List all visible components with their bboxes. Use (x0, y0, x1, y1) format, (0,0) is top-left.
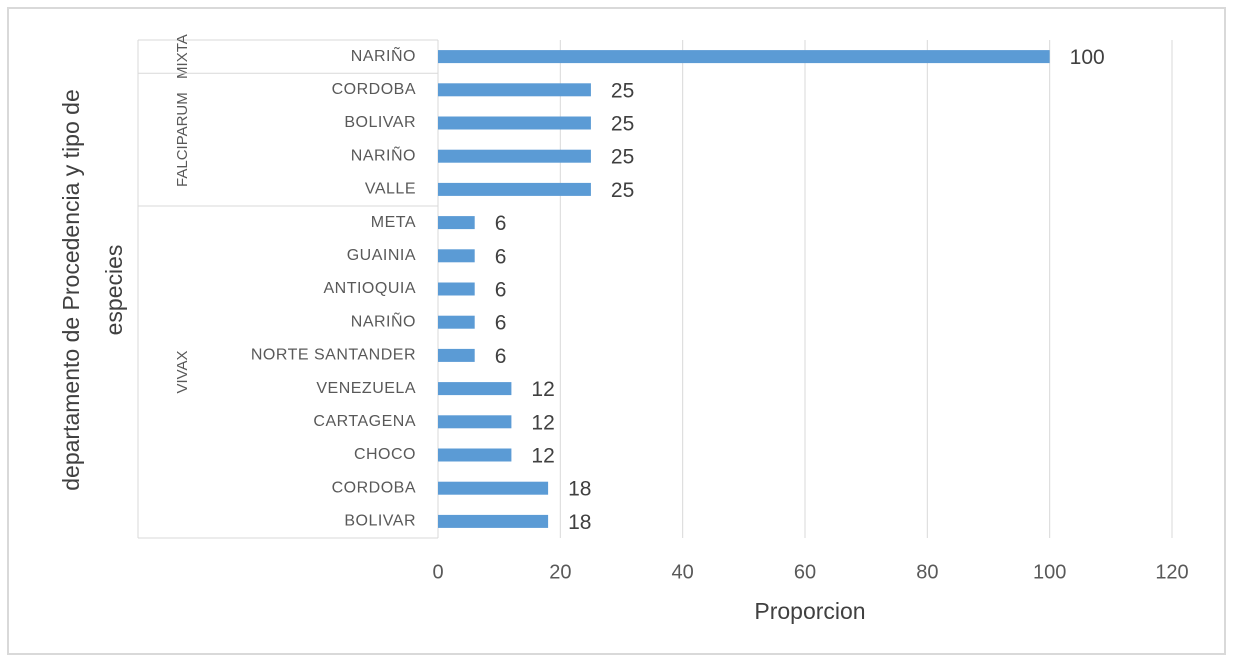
bar (438, 216, 475, 230)
bar (438, 315, 475, 329)
group-label: MIXTA (174, 34, 191, 79)
data-label: 18 (568, 511, 591, 534)
data-label: 25 (611, 179, 634, 202)
data-label: 12 (531, 445, 554, 468)
bar (438, 182, 591, 196)
data-label: 25 (611, 79, 634, 102)
data-label: 12 (531, 378, 554, 401)
bar (438, 415, 512, 429)
x-tick-label: 60 (794, 561, 816, 583)
bar (438, 481, 549, 495)
bar (438, 282, 475, 296)
group-label: FALCIPARUM (174, 92, 191, 187)
x-tick-label: 40 (672, 561, 694, 583)
category-label: META (371, 214, 416, 231)
category-label: NARIÑO (351, 45, 416, 65)
bar (438, 149, 591, 163)
category-label: NORTE SANTANDER (251, 347, 416, 364)
x-tick-label: 20 (549, 561, 571, 583)
category-label: BOLIVAR (344, 114, 416, 131)
category-label: CHOCO (354, 446, 416, 463)
chart-frame (7, 7, 1226, 655)
bar (438, 249, 475, 263)
y-axis-title: departamento de Procedencia y tipo de es… (58, 89, 127, 491)
bar (438, 382, 512, 396)
category-label: NARIÑO (351, 310, 416, 330)
category-label: CORDOBA (332, 81, 416, 98)
category-label: CARTAGENA (313, 413, 416, 430)
category-label: ANTIOQUIA (323, 280, 416, 297)
bar (438, 83, 591, 97)
data-label: 6 (495, 279, 507, 302)
data-label: 6 (495, 212, 507, 235)
category-label: VALLE (365, 181, 416, 198)
data-label: 25 (611, 146, 634, 169)
x-tick-label: 80 (916, 561, 938, 583)
data-label: 25 (611, 113, 634, 136)
bar (438, 348, 475, 362)
bar (438, 50, 1050, 64)
data-label: 18 (568, 478, 591, 501)
bar (438, 448, 512, 462)
data-label: 6 (495, 312, 507, 335)
bar (438, 116, 591, 130)
category-label: VENEZUELA (316, 380, 416, 397)
data-label: 6 (495, 345, 507, 368)
category-label: BOLIVAR (344, 513, 416, 530)
group-label: VIVAX (174, 350, 191, 393)
x-tick-label: 100 (1033, 561, 1066, 583)
x-tick-label: 0 (432, 561, 443, 583)
x-tick-label: 120 (1155, 561, 1188, 583)
category-label: CORDOBA (332, 479, 416, 496)
category-label: GUAINIA (347, 247, 416, 264)
bar (438, 514, 549, 528)
x-axis-title: Proporcion (754, 598, 865, 624)
data-label: 100 (1070, 46, 1105, 69)
category-label: NARIÑO (351, 144, 416, 164)
data-label: 6 (495, 245, 507, 268)
data-label: 12 (531, 411, 554, 434)
